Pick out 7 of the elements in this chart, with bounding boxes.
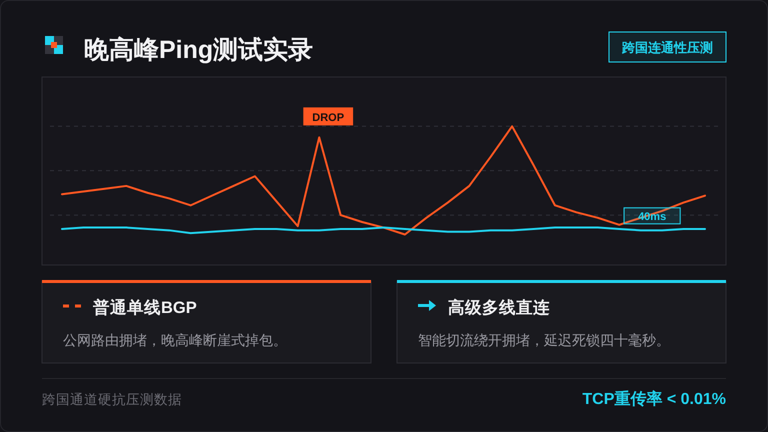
chart-title: 晚高峰Ping测试实录 <box>84 36 314 64</box>
annotation: DROP <box>303 107 354 126</box>
text: 跨国通道硬抗压测数据 <box>42 392 182 407</box>
legend-label: 普通单线BGP <box>92 297 197 317</box>
chart-subtitle: 跨国连通性压测 <box>621 40 713 55</box>
text: TCP重传率 < 0.01% <box>582 389 726 408</box>
legend-label: 高级多线直连 <box>448 298 550 317</box>
